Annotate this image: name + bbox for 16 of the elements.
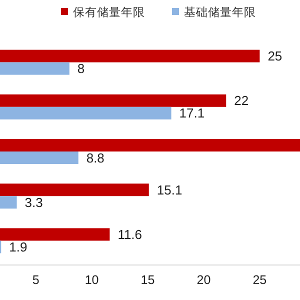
legend-label: 基础储量年限 [184, 6, 256, 19]
data-label: 8.8 [86, 150, 104, 166]
data-label: 3.3 [24, 194, 43, 210]
x-tick-label: 15 [140, 273, 155, 287]
x-tick-label: 25 [252, 273, 267, 287]
data-label: 8 [77, 61, 85, 76]
data-label: 15.1 [156, 182, 182, 198]
x-tick-label: 5 [32, 273, 40, 287]
data-label: 22 [234, 93, 249, 108]
data-label: 25 [268, 48, 282, 64]
x-tick-label: 20 [196, 273, 211, 287]
x-tick-label: 10 [84, 273, 99, 287]
data-label: 11.6 [118, 226, 142, 242]
legend-label: 保有储量年限 [73, 6, 145, 19]
data-label: 1.9 [9, 239, 28, 254]
data-label: 17.1 [179, 106, 205, 121]
